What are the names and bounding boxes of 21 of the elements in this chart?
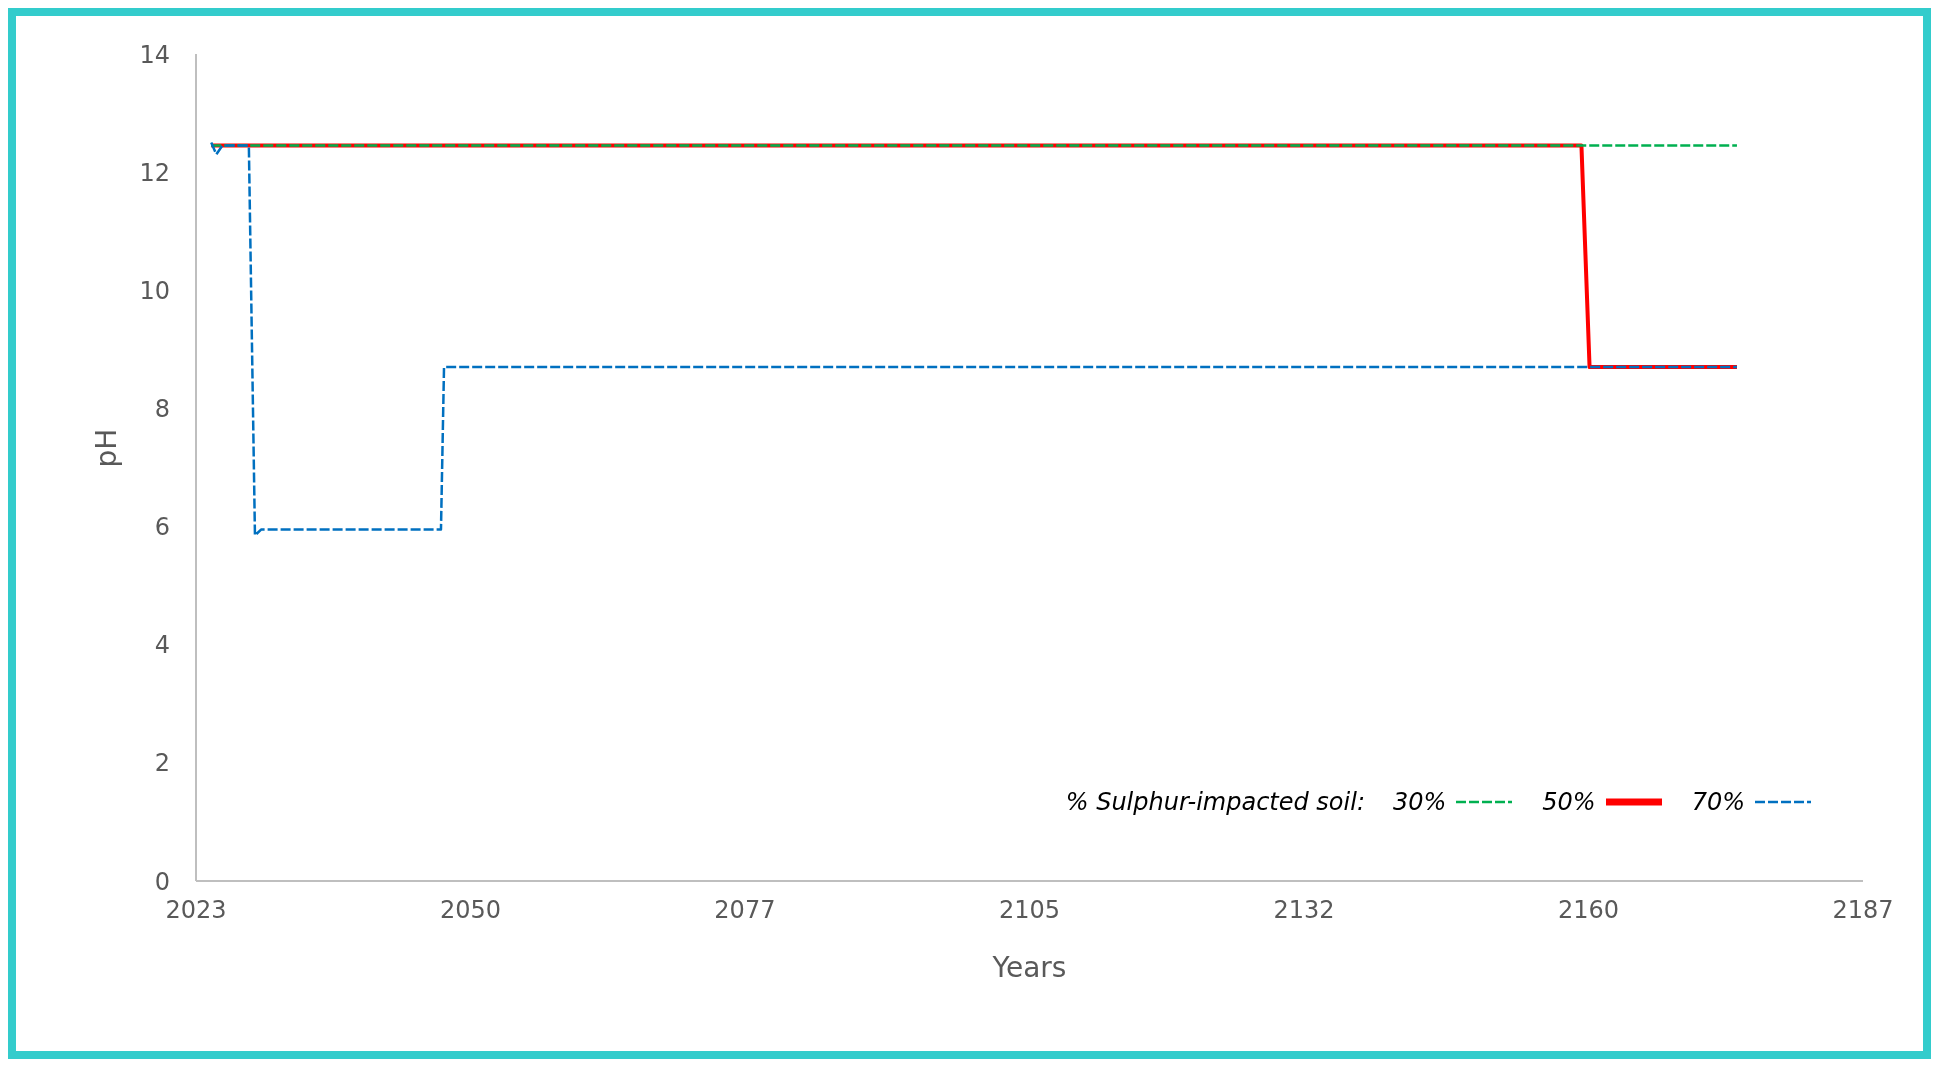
y-tick-label: 6 [154, 513, 170, 542]
x-axis-title: Years [991, 951, 1067, 984]
legend-title: % Sulphur-impacted soil: [1065, 788, 1365, 816]
y-tick-label: 4 [154, 631, 170, 660]
y-tick-label: 14 [139, 40, 170, 69]
y-tick-label: 2 [154, 749, 170, 778]
y-axis-title: pH [89, 428, 123, 468]
x-tick-label: 2050 [439, 896, 501, 925]
x-tick-label: 2160 [1558, 896, 1620, 925]
y-tick-label: 12 [139, 158, 170, 187]
legend-label: 30% [1392, 788, 1447, 816]
y-tick-label: 10 [139, 276, 170, 305]
x-tick-label: 2023 [165, 896, 227, 925]
legend-label: 50% [1542, 788, 1596, 816]
y-tick-label: 0 [154, 867, 170, 896]
x-tick-label: 2077 [714, 896, 776, 925]
x-tick-label: 2105 [998, 896, 1061, 925]
y-tick-label: 8 [154, 394, 170, 423]
legend-label: 70% [1691, 788, 1745, 816]
x-tick-label: 2132 [1273, 896, 1335, 925]
x-tick-label: 2187 [1832, 896, 1894, 925]
